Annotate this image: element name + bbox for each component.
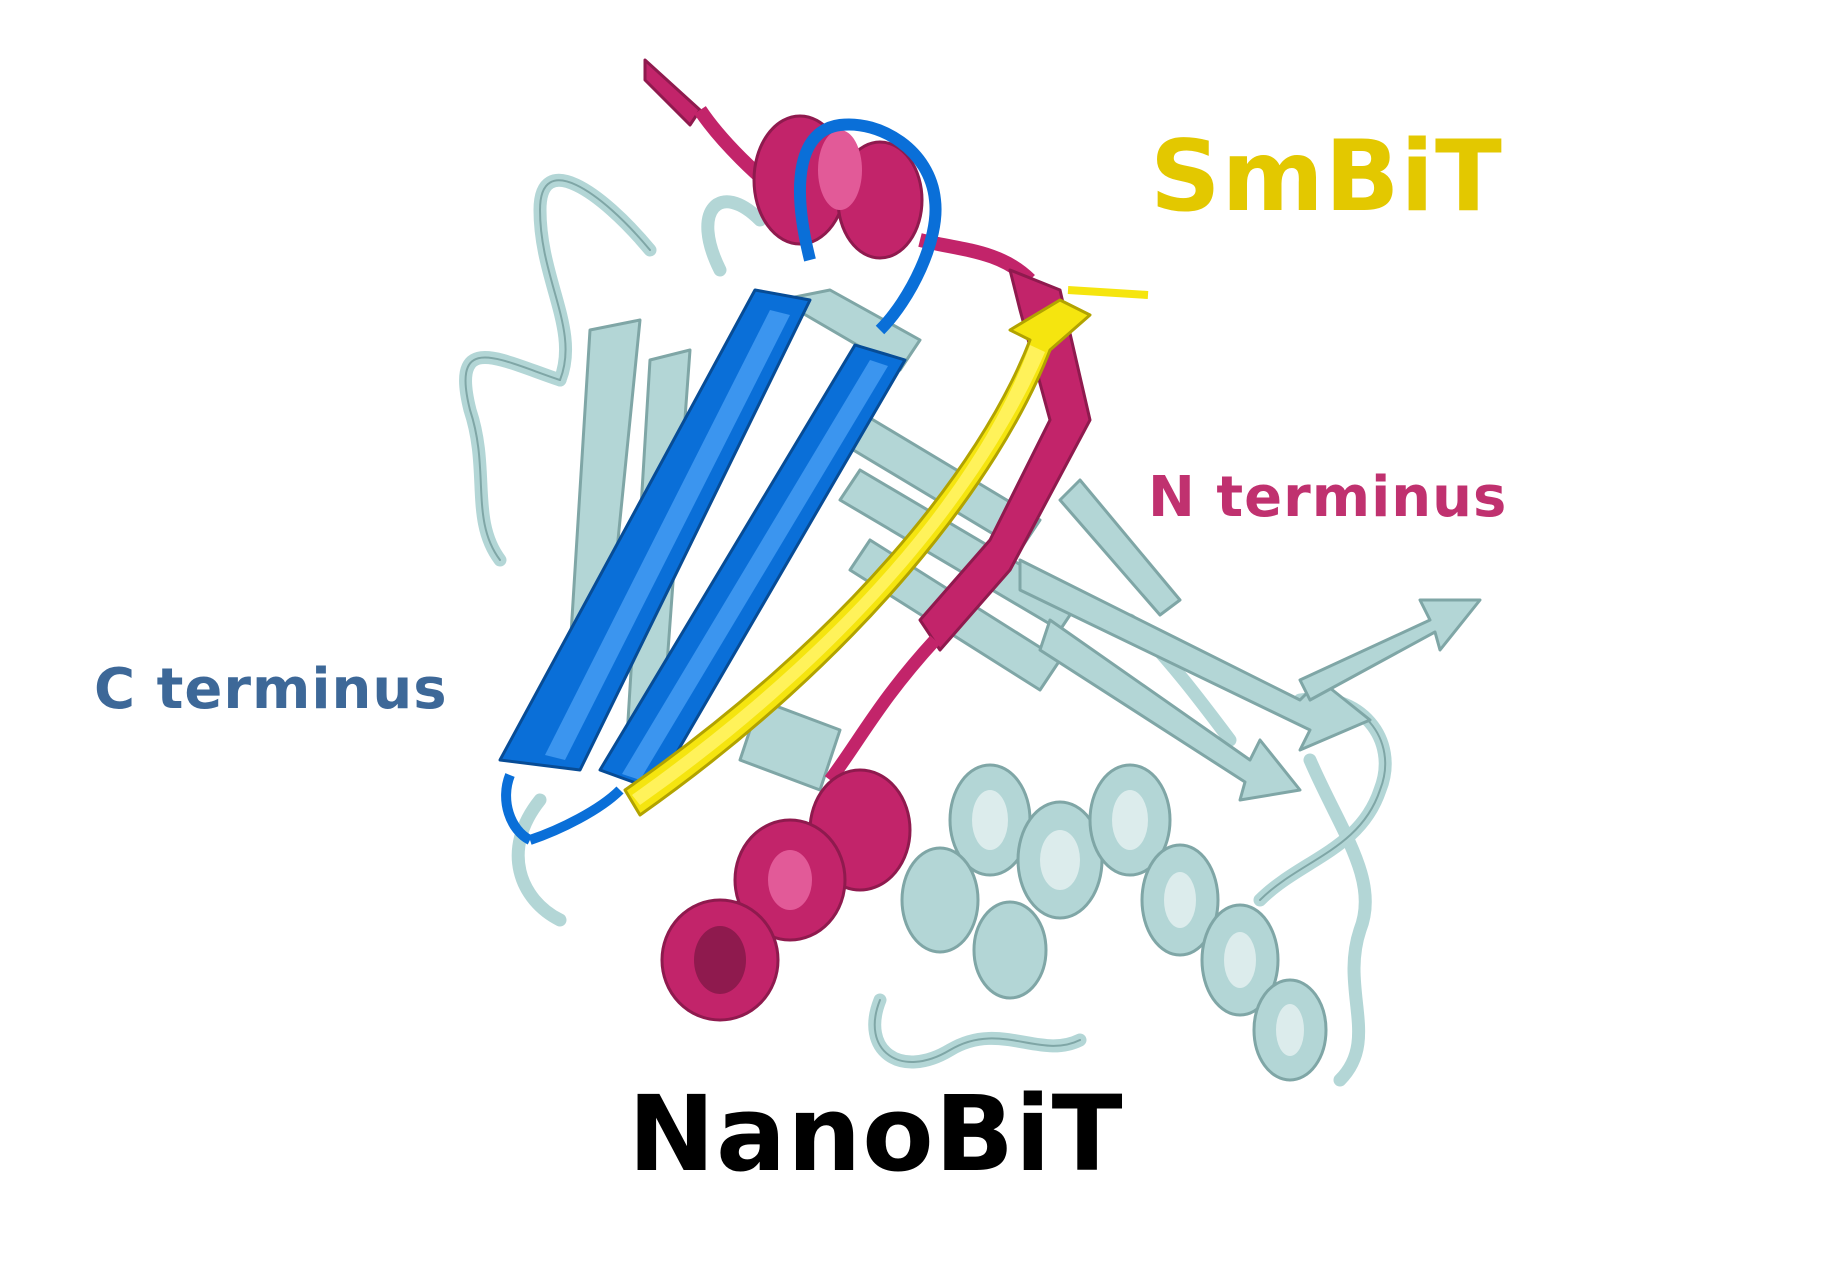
c-terminus-label: C terminus [94,657,448,722]
n-terminus-label: N terminus [1148,465,1508,530]
n-terminus-segment [643,58,1092,1022]
c-terminus-segment [498,118,942,845]
nanobit-title: NanoBiT [628,1073,1124,1195]
smbit-segment [623,286,1149,817]
smbit-label-text: SmBiT [1150,120,1503,234]
